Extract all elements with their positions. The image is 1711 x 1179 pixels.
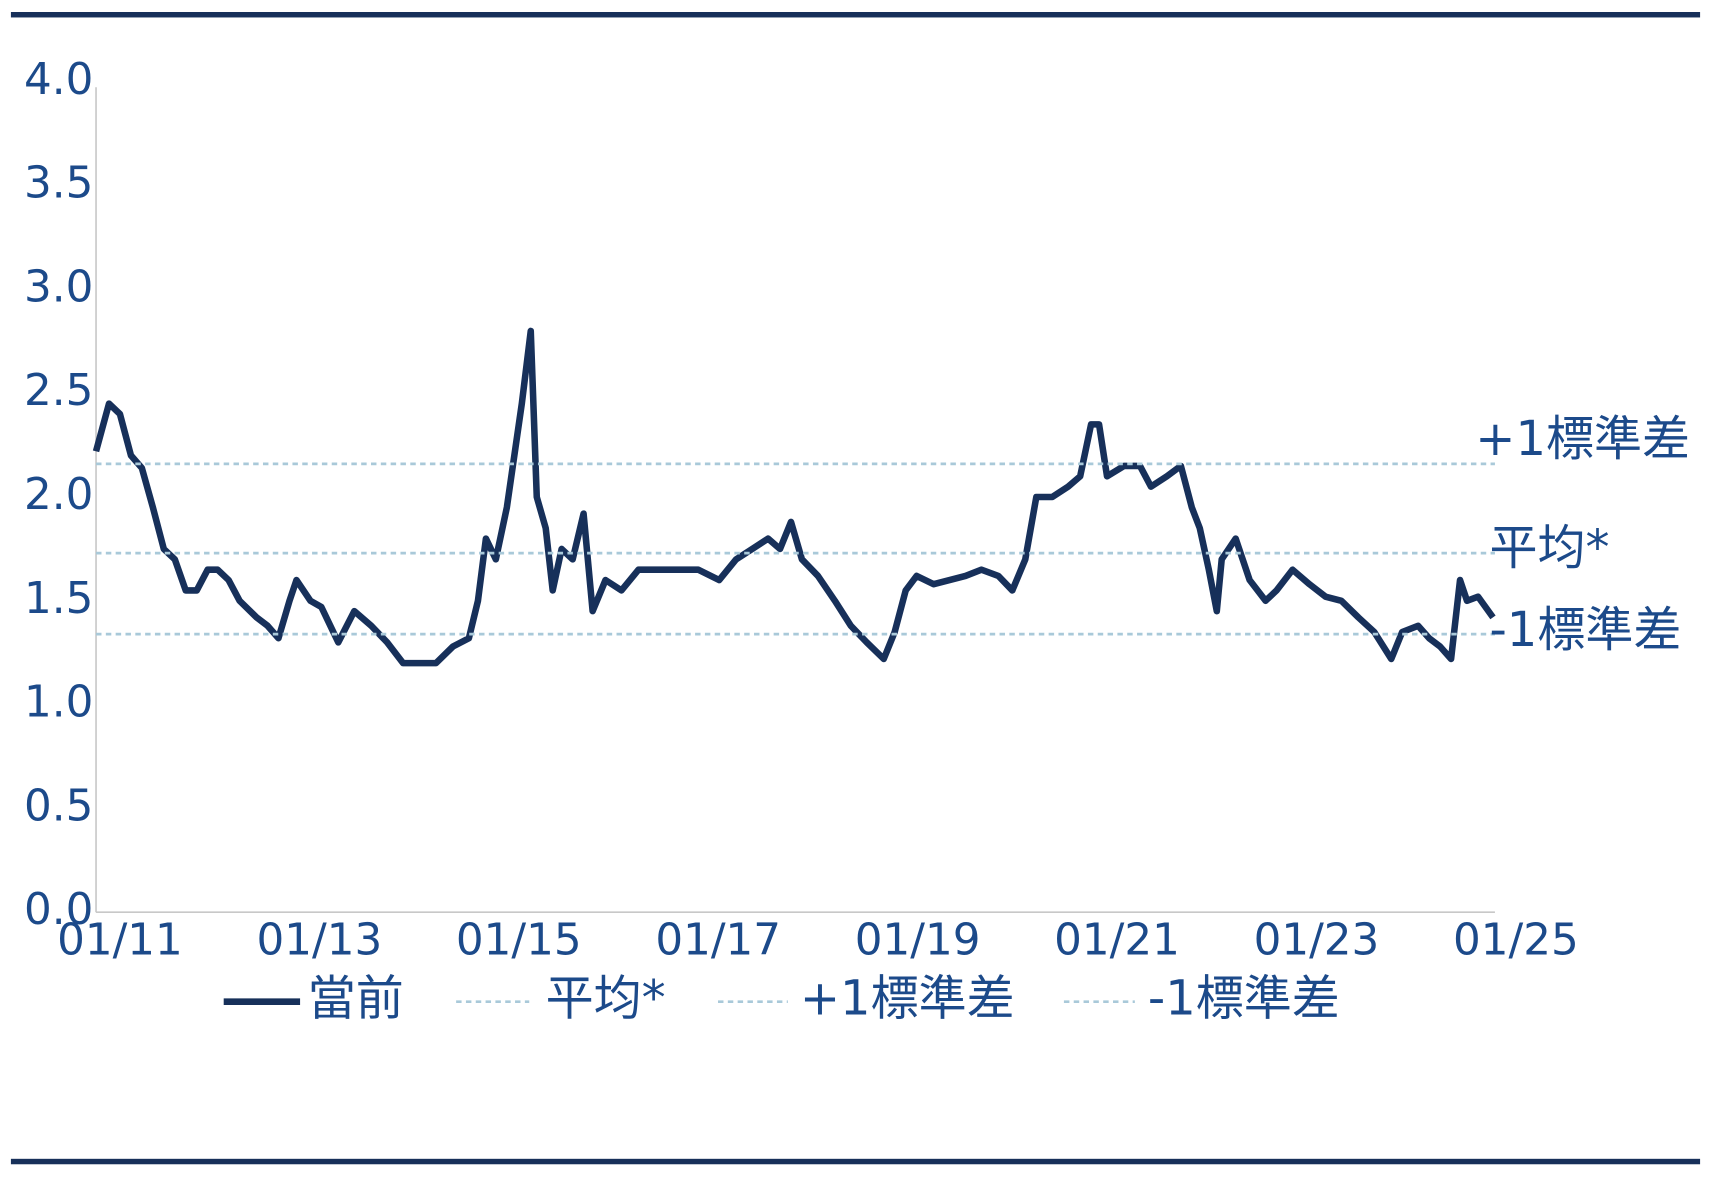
x-tick-label: 01/21 — [1054, 915, 1180, 966]
x-tick-label: 01/11 — [57, 915, 183, 966]
y-tick-label: 0.0 — [24, 884, 93, 935]
reference-label: -1標準差 — [1489, 602, 1681, 658]
x-tick-label: 01/23 — [1254, 915, 1380, 966]
legend-label: +1標準差 — [800, 971, 1015, 1027]
y-tick-label: 2.5 — [24, 365, 93, 416]
y-tick-label: 2.0 — [24, 469, 93, 520]
bottom-rule — [10, 1158, 1701, 1165]
y-tick-label: 1.5 — [24, 573, 93, 624]
y-tick-label: 0.5 — [24, 780, 93, 831]
x-tick-label: 01/15 — [456, 915, 582, 966]
legend-label: 平均* — [546, 971, 666, 1027]
reference-label: +1標準差 — [1475, 411, 1690, 467]
x-tick-label: 01/17 — [655, 915, 781, 966]
y-tick-label: 3.5 — [24, 158, 93, 209]
y-tick-label: 3.0 — [24, 261, 93, 312]
legend-label: -1標準差 — [1148, 971, 1340, 1027]
data-line — [92, 327, 1496, 667]
x-tick-label: 01/25 — [1453, 915, 1579, 966]
legend-label: 當前 — [308, 971, 404, 1027]
y-tick-label: 4.0 — [24, 54, 93, 105]
reference-label: 平均* — [1489, 520, 1609, 576]
y-tick-label: 1.0 — [24, 677, 93, 728]
x-tick-label: 01/13 — [257, 915, 383, 966]
top-rule — [10, 12, 1701, 18]
x-tick-label: 01/19 — [855, 915, 981, 966]
